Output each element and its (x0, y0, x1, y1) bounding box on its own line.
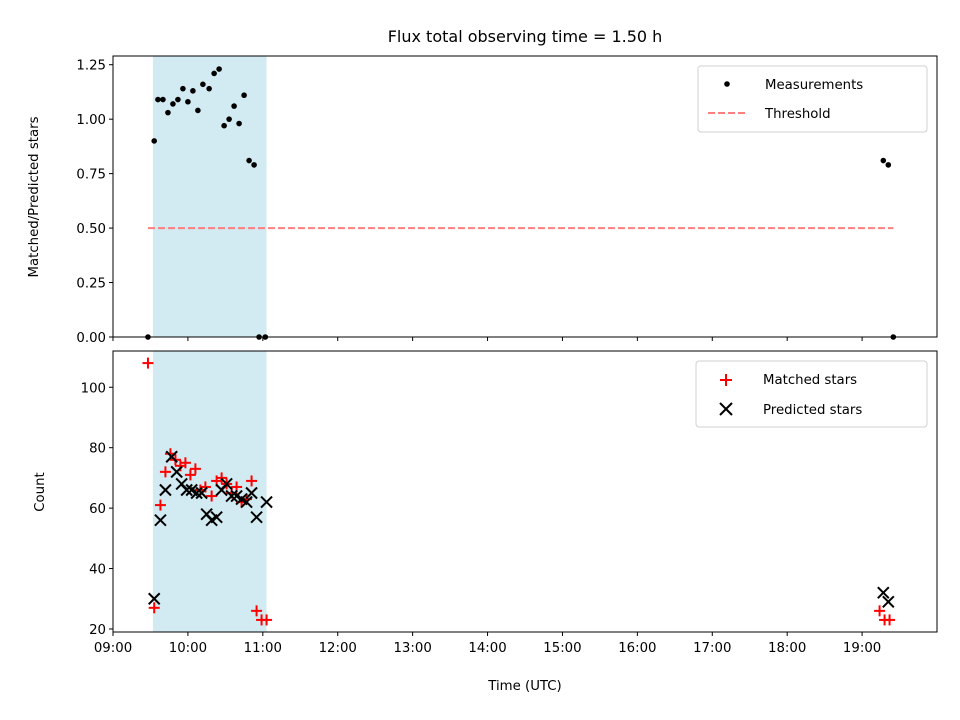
legend-predicted-label: Predicted stars (763, 403, 862, 418)
measurements-point (160, 96, 166, 103)
y-tick-label: 60 (89, 502, 106, 517)
top-panel: 0.00 0.25 0.50 0.75 1.00 1.25 (76, 55, 938, 346)
y-tick-label: 40 (89, 563, 106, 578)
predicted-stars-point (260, 495, 273, 509)
measurements-point (151, 138, 157, 144)
bottom-legend: Matched stars Predicted stars (695, 360, 928, 428)
x-tick-label: 19:00 (843, 641, 881, 656)
x-tick-label: 12:00 (319, 641, 357, 656)
top-ylabel: Matched/Predicted stars (27, 116, 42, 277)
bottom-panel: 20 40 60 80 100 09:00 10:00 11:00 12:00 13:00 14:0… (81, 350, 938, 656)
plot-frame (112, 55, 938, 338)
y-tick-label: 1.00 (76, 113, 106, 128)
legend-measurements-label: Measurements (765, 78, 863, 93)
measurements-point (175, 96, 181, 103)
y-tick-label: 0.00 (76, 331, 106, 346)
bottom-ylabel: Count (33, 472, 48, 512)
y-tick-label: 80 (89, 442, 106, 457)
predicted-stars-point (240, 495, 253, 509)
x-tick-label: 17:00 (693, 641, 731, 656)
measurements-point (170, 101, 176, 107)
measurements-point (241, 92, 247, 99)
predicted-stars-point (882, 595, 895, 608)
measurements-point (226, 116, 232, 122)
legend-matched-marker (720, 374, 732, 386)
matched-stars-point (216, 472, 228, 484)
x-tick-label: 18:00 (768, 641, 806, 656)
matched-stars-point (874, 605, 886, 617)
matched-stars-point (884, 614, 896, 626)
predicted-stars-point (225, 489, 238, 503)
predicted-stars-point (250, 510, 263, 524)
matched-stars-point (179, 457, 191, 469)
matched-stars-point (251, 605, 263, 617)
y-tick-label: 0.50 (76, 222, 106, 237)
y-tick-label: 1.25 (76, 59, 106, 74)
predicted-stars-point (170, 465, 183, 479)
predicted-stars-point (220, 477, 233, 491)
x-tick-label: 10:00 (169, 641, 207, 656)
matched-stars-point (261, 614, 273, 626)
matched-stars-point (189, 463, 201, 475)
predicted-stars-point (147, 592, 161, 605)
y-tick-label: 0.25 (76, 277, 106, 292)
measurements-point (211, 70, 217, 77)
x-tick-label: 16:00 (618, 641, 656, 656)
predicted-stars-point (154, 513, 167, 527)
measurements-point (221, 122, 227, 129)
measurements-point (231, 103, 237, 109)
predicted-stars-point (190, 486, 203, 500)
chart-title: Flux total observing time = 1.50 h (388, 27, 663, 46)
predicted-stars-point (210, 510, 223, 524)
measurements-point (185, 98, 191, 105)
measurements-point (195, 107, 201, 114)
y-tick-label: 100 (81, 381, 106, 396)
bottom-xlabel: Time (UTC) (487, 679, 562, 694)
legend-threshold-label: Threshold (764, 107, 831, 122)
predicted-stars-point (245, 486, 258, 500)
matched-stars-point (159, 466, 171, 478)
highlight-span (152, 351, 267, 632)
highlight-span (152, 56, 267, 337)
measurements-point (236, 120, 242, 127)
x-tick-label: 14:00 (468, 641, 506, 656)
legend-measurements-marker (724, 81, 730, 87)
measurements-point (190, 88, 196, 94)
measurements-point (180, 85, 186, 92)
measurements-point (155, 96, 161, 103)
plot-frame (112, 350, 938, 633)
top-legend: Measurements Threshold (697, 65, 928, 133)
matched-stars-point (246, 475, 258, 487)
matched-stars-point (154, 499, 166, 511)
x-tick-label: 13:00 (393, 641, 431, 656)
measurements-point (246, 157, 252, 164)
predicted-stars-point (165, 450, 178, 463)
measurements-point (165, 109, 171, 116)
y-tick-label: 20 (89, 623, 106, 638)
matched-stars-point (184, 469, 196, 481)
predicted-stars-point (180, 483, 193, 497)
legend-matched-label: Matched stars (763, 373, 857, 388)
measurements-point (216, 66, 222, 72)
predicted-stars-point (159, 483, 172, 497)
y-tick-label: 0.75 (76, 168, 106, 183)
measurements-point (206, 85, 212, 92)
matched-stars-point (148, 602, 160, 614)
x-tick-label: 15:00 (543, 641, 581, 656)
matched-stars-point (206, 490, 218, 502)
measurements-point (885, 162, 892, 168)
predicted-stars-point (195, 486, 208, 500)
legend-predicted-marker (719, 402, 733, 416)
x-tick-label: 11:00 (244, 641, 282, 656)
measurements-point (200, 81, 206, 88)
predicted-stars-point (877, 586, 890, 599)
x-tick-label: 09:00 (94, 641, 132, 656)
measurements-point (880, 157, 887, 164)
matched-stars-point (142, 357, 154, 369)
measurements-point (251, 162, 257, 168)
